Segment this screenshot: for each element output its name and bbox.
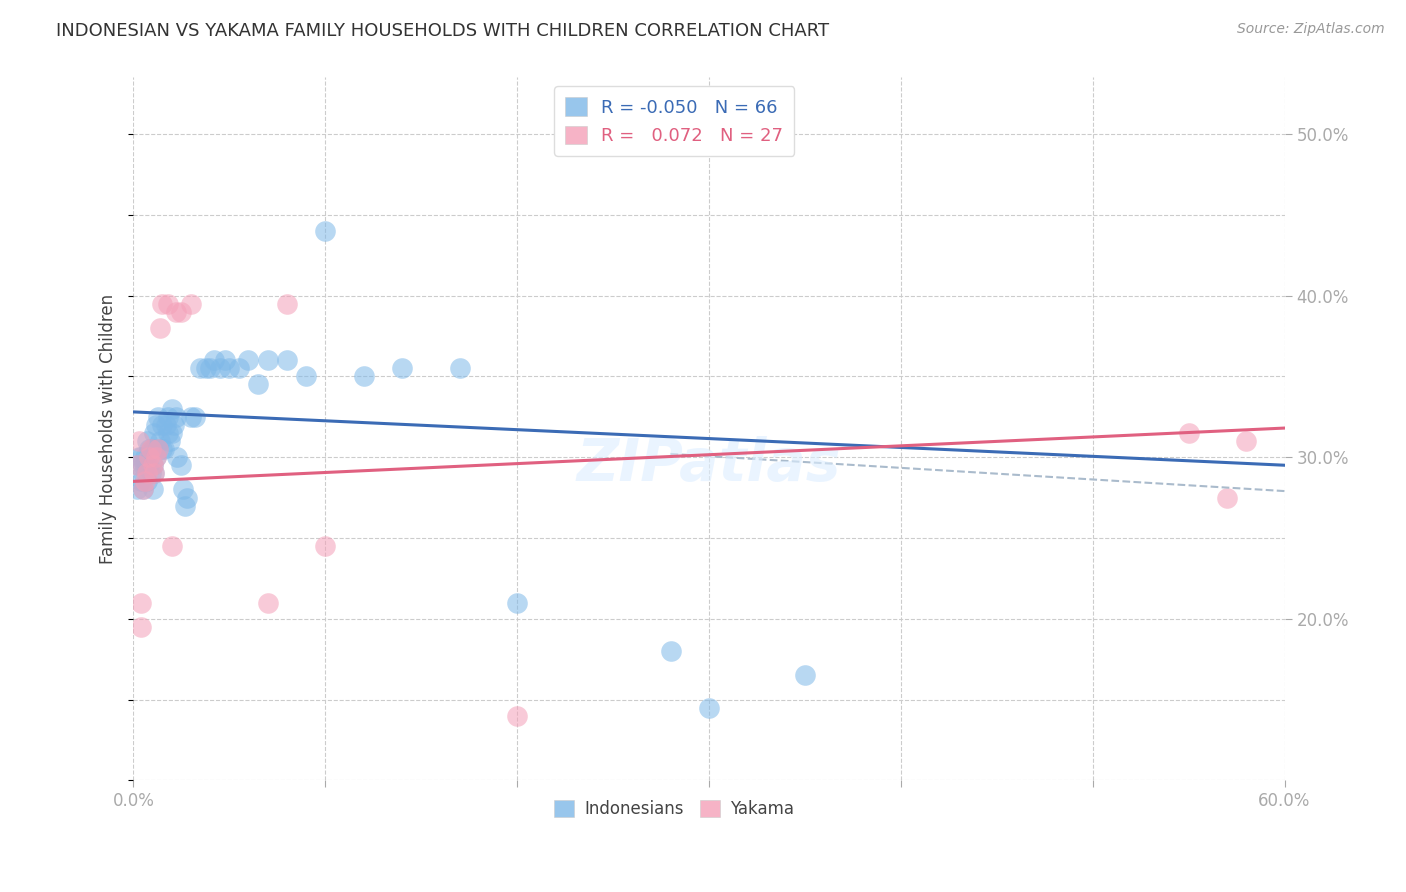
Point [238,353,260,368]
Point [149,321,172,335]
Point [134,450,156,464]
Point [202,353,225,368]
Point [506,708,529,723]
Point [143,467,166,481]
Point [1234,434,1257,448]
Point [165,304,187,318]
Point [150,417,173,432]
Point [174,499,197,513]
Point [218,361,240,376]
Point [170,304,193,318]
Point [127,458,149,473]
Legend: Indonesians, Yakama: Indonesians, Yakama [548,793,801,825]
Point [172,483,194,497]
Point [148,442,170,456]
Point [214,353,236,368]
Point [128,450,150,464]
Point [160,425,183,440]
Point [145,450,167,464]
Point [506,596,529,610]
Text: ZIPatlas: ZIPatlas [576,435,841,492]
Point [314,224,336,238]
Point [156,425,179,440]
Point [449,361,471,376]
Point [139,467,162,481]
Point [256,353,278,368]
Point [314,539,336,553]
Point [141,442,163,456]
Point [129,475,152,489]
Point [190,361,212,376]
Point [256,596,278,610]
Point [150,442,173,456]
Point [659,644,682,658]
Point [276,296,298,310]
Point [697,700,720,714]
Point [129,450,152,464]
Point [129,596,152,610]
Point [138,442,160,456]
Point [1177,425,1199,440]
Point [247,377,270,392]
Y-axis label: Family Households with Children: Family Households with Children [100,293,117,564]
Point [156,296,179,310]
Point [162,417,184,432]
Point [132,483,155,497]
Point [132,458,155,473]
Point [143,467,166,481]
Point [391,361,413,376]
Point [159,434,181,448]
Point [160,401,183,416]
Point [208,361,231,376]
Point [170,458,193,473]
Point [150,296,173,310]
Point [353,369,375,384]
Point [153,442,176,456]
Point [139,442,162,456]
Point [198,361,221,376]
Point [134,475,156,489]
Point [793,668,815,682]
Point [156,409,179,424]
Point [180,409,202,424]
Point [132,467,155,481]
Point [128,434,150,448]
Point [1216,491,1239,505]
Point [135,458,157,473]
Point [134,458,156,473]
Point [145,417,167,432]
Point [160,539,183,553]
Point [228,361,250,376]
Point [128,458,150,473]
Text: INDONESIAN VS YAKAMA FAMILY HOUSEHOLDS WITH CHILDREN CORRELATION CHART: INDONESIAN VS YAKAMA FAMILY HOUSEHOLDS W… [56,22,830,40]
Point [176,491,198,505]
Point [135,475,157,489]
Point [135,434,157,448]
Point [138,450,160,464]
Point [148,442,170,456]
Point [166,450,188,464]
Point [138,458,160,473]
Point [127,483,149,497]
Point [183,409,205,424]
Point [132,483,155,497]
Point [295,369,318,384]
Point [276,353,298,368]
Point [139,442,162,456]
Text: Source: ZipAtlas.com: Source: ZipAtlas.com [1237,22,1385,37]
Point [155,417,177,432]
Point [145,450,167,464]
Point [165,409,187,424]
Point [143,425,166,440]
Point [141,458,163,473]
Point [148,409,170,424]
Point [141,458,163,473]
Point [135,467,157,481]
Point [180,296,202,310]
Point [149,434,172,448]
Point [141,483,163,497]
Point [129,620,152,634]
Point [195,361,218,376]
